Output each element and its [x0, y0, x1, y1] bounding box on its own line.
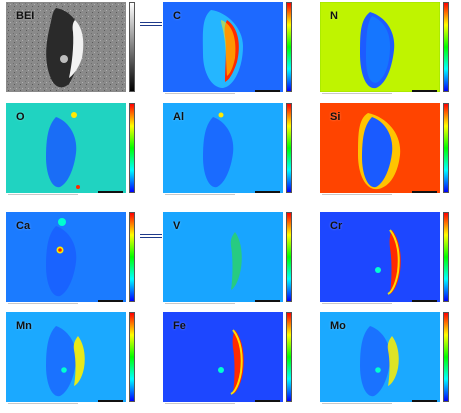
n-map-panel: N [320, 2, 461, 102]
footer-line [8, 194, 78, 195]
o-map-panel: O [6, 103, 160, 203]
mn-map-panel: Mn [6, 312, 160, 412]
fe-colorbar [286, 312, 292, 402]
al-map-image: Al [163, 103, 283, 193]
connector-bei-to-c-line-2 [140, 25, 162, 26]
footer-line [322, 403, 392, 404]
connector-ca-to-v-line-2 [140, 237, 162, 238]
panel-label: Mo [330, 320, 346, 332]
scale-bar [412, 300, 437, 302]
si-colorbar [443, 103, 449, 193]
footer-line [322, 194, 392, 195]
n-map-image: N [320, 2, 440, 92]
al-map-panel: Al [163, 103, 317, 203]
footer-line [165, 303, 235, 304]
cr-map-panel: Cr [320, 212, 461, 312]
fe-map-panel: Fe [163, 312, 317, 412]
footer-line [322, 93, 392, 94]
fe-map-image: Fe [163, 312, 283, 402]
bei-map-panel: BEI [6, 2, 160, 102]
scale-bar [412, 400, 437, 402]
footer-line [165, 403, 235, 404]
panel-label: BEI [16, 10, 35, 22]
scale-bar [255, 300, 280, 302]
scale-bar [98, 191, 123, 193]
scale-bar [255, 400, 280, 402]
si-map-panel: Si [320, 103, 461, 203]
cr-map-image: Cr [320, 212, 440, 302]
panel-label: Mn [16, 320, 32, 332]
panel-label: Ca [16, 220, 31, 232]
scale-bar [412, 191, 437, 193]
footer-line [322, 303, 392, 304]
mo-map-panel: Mo [320, 312, 461, 412]
panel-label: N [330, 10, 338, 22]
footer-line [165, 93, 235, 94]
bei-map-image: BEI [6, 2, 126, 92]
scale-bar [98, 400, 123, 402]
o-colorbar [129, 103, 135, 193]
bei-colorbar [129, 2, 135, 92]
c-map-image: C [163, 2, 283, 92]
connector-bei-to-c-line [140, 22, 162, 23]
footer-line [8, 303, 78, 304]
v-map-panel: V [163, 212, 317, 312]
panel-label: C [173, 10, 181, 22]
n-colorbar [443, 2, 449, 92]
c-map-panel: C [163, 2, 317, 102]
panel-label: O [16, 111, 25, 123]
connector-ca-to-v-line [140, 234, 162, 235]
ca-map-image: Ca [6, 212, 126, 302]
scale-bar [98, 300, 123, 302]
mo-map-image: Mo [320, 312, 440, 402]
scale-bar [412, 90, 437, 92]
v-colorbar [286, 212, 292, 302]
panel-label: Al [173, 111, 184, 123]
o-map-image: O [6, 103, 126, 193]
panel-label: Cr [330, 220, 343, 232]
si-map-image: Si [320, 103, 440, 193]
cr-colorbar [443, 212, 449, 302]
panel-label: Fe [173, 320, 186, 332]
footer-line [8, 403, 78, 404]
ca-map-panel: Ca [6, 212, 160, 312]
mn-colorbar [129, 312, 135, 402]
ca-colorbar [129, 212, 135, 302]
mn-map-image: Mn [6, 312, 126, 402]
al-colorbar [286, 103, 292, 193]
panel-label: Si [330, 111, 341, 123]
c-colorbar [286, 2, 292, 92]
v-map-image: V [163, 212, 283, 302]
footer-line [165, 194, 235, 195]
panel-label: V [173, 220, 181, 232]
scale-bar [255, 90, 280, 92]
mo-colorbar [443, 312, 449, 402]
scale-bar [255, 191, 280, 193]
